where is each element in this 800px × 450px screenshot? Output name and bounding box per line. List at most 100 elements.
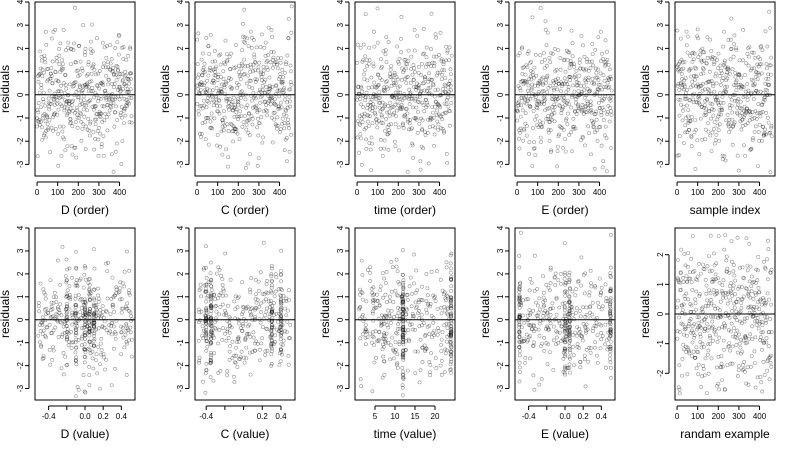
data-point bbox=[204, 316, 209, 321]
data-point bbox=[571, 127, 576, 131]
data-point bbox=[55, 318, 60, 323]
data-point bbox=[70, 310, 75, 315]
data-point bbox=[360, 297, 365, 302]
data-point bbox=[591, 121, 595, 126]
data-point bbox=[523, 361, 528, 365]
data-point bbox=[767, 63, 772, 68]
data-point bbox=[439, 114, 444, 119]
data-point bbox=[598, 124, 603, 129]
data-point bbox=[74, 303, 78, 308]
data-point bbox=[716, 234, 721, 239]
data-point bbox=[593, 130, 597, 135]
data-point bbox=[711, 303, 716, 308]
data-point bbox=[217, 53, 222, 58]
data-point bbox=[249, 94, 254, 98]
data-point bbox=[565, 82, 570, 87]
data-point bbox=[699, 58, 704, 63]
data-point bbox=[221, 128, 226, 133]
data-point bbox=[737, 72, 742, 77]
data-point bbox=[411, 78, 416, 82]
data-point bbox=[91, 323, 96, 328]
data-point bbox=[408, 275, 413, 280]
data-point bbox=[235, 296, 240, 300]
data-point bbox=[737, 364, 741, 368]
data-point bbox=[62, 105, 67, 110]
data-point bbox=[544, 63, 549, 68]
data-point bbox=[420, 81, 425, 86]
data-point bbox=[281, 338, 286, 343]
data-point bbox=[358, 45, 363, 50]
data-point bbox=[253, 314, 258, 319]
data-point bbox=[688, 66, 693, 71]
data-point bbox=[708, 101, 713, 106]
data-point bbox=[680, 373, 684, 378]
data-point bbox=[393, 81, 398, 86]
points bbox=[355, 6, 454, 174]
data-point bbox=[128, 330, 133, 335]
data-point bbox=[92, 105, 97, 110]
data-point bbox=[111, 97, 115, 102]
data-point bbox=[381, 106, 386, 111]
data-point bbox=[37, 72, 42, 77]
data-point bbox=[608, 74, 613, 79]
data-point bbox=[372, 29, 376, 34]
data-point bbox=[763, 29, 768, 34]
x-axis-title: D (order) bbox=[61, 203, 109, 217]
data-point bbox=[760, 102, 765, 107]
data-point bbox=[717, 335, 722, 340]
data-point bbox=[213, 316, 218, 321]
data-point bbox=[243, 64, 248, 69]
data-point bbox=[69, 329, 73, 334]
data-point bbox=[736, 102, 741, 107]
data-point bbox=[759, 103, 764, 107]
data-point bbox=[227, 76, 232, 80]
data-point bbox=[76, 338, 81, 342]
data-point bbox=[51, 345, 55, 350]
data-point bbox=[515, 108, 520, 113]
data-point bbox=[67, 82, 72, 87]
data-point bbox=[740, 85, 745, 89]
data-point bbox=[209, 318, 213, 323]
data-point bbox=[206, 73, 211, 78]
data-point bbox=[606, 86, 611, 90]
data-point bbox=[122, 284, 127, 289]
data-point bbox=[277, 351, 282, 356]
data-point bbox=[715, 95, 719, 100]
data-point bbox=[220, 302, 225, 307]
data-point bbox=[760, 323, 765, 327]
data-point bbox=[764, 314, 769, 319]
data-point bbox=[64, 113, 69, 118]
data-point bbox=[431, 81, 436, 86]
data-point bbox=[573, 110, 578, 114]
data-point bbox=[49, 331, 54, 336]
data-point bbox=[533, 253, 537, 258]
data-point bbox=[738, 119, 743, 124]
data-point bbox=[216, 98, 221, 102]
data-point bbox=[692, 78, 697, 82]
data-point bbox=[83, 147, 88, 151]
data-point bbox=[256, 288, 261, 293]
data-point bbox=[534, 114, 539, 118]
data-point bbox=[577, 93, 582, 98]
data-point bbox=[516, 84, 521, 89]
data-point bbox=[756, 254, 761, 259]
data-point bbox=[730, 142, 735, 147]
data-point bbox=[271, 50, 276, 55]
data-point bbox=[260, 336, 265, 341]
data-point bbox=[683, 326, 688, 331]
data-point bbox=[423, 98, 428, 102]
data-point bbox=[594, 117, 599, 122]
data-point bbox=[93, 122, 98, 127]
data-point bbox=[240, 312, 245, 317]
data-point bbox=[58, 70, 63, 74]
data-point bbox=[691, 57, 696, 62]
data-point bbox=[527, 104, 532, 108]
y-tick-label: 4 bbox=[496, 225, 505, 230]
data-point bbox=[47, 107, 52, 112]
data-point bbox=[520, 45, 524, 50]
data-point bbox=[44, 113, 49, 118]
y-tick-label: -2 bbox=[16, 361, 25, 369]
data-point bbox=[279, 303, 284, 308]
data-point bbox=[79, 89, 84, 94]
data-point bbox=[549, 148, 554, 153]
